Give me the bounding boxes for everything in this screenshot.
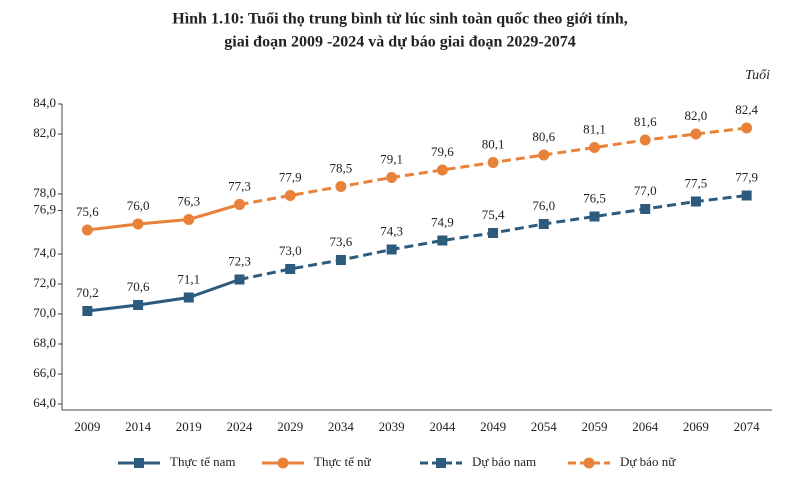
data-point [183, 214, 195, 225]
data-point [234, 274, 245, 285]
data-point [386, 172, 398, 183]
data-point [639, 134, 651, 146]
y-tick-label: 66,0 [33, 365, 56, 380]
legend-label: Thực tế nam [170, 454, 236, 469]
x-tick-label: 2049 [480, 419, 506, 434]
data-point [132, 218, 144, 230]
x-tick-label: 2009 [74, 419, 100, 434]
data-label: 81,1 [583, 121, 606, 136]
legend-marker [134, 458, 144, 468]
x-tick-label: 2059 [582, 419, 608, 434]
data-label: 80,6 [532, 129, 555, 144]
data-label: 70,2 [76, 285, 99, 300]
y-tick-label: 72,0 [33, 275, 56, 290]
data-point [386, 244, 397, 255]
data-point [538, 149, 550, 161]
data-point [741, 190, 752, 201]
y-tick-label: 78,0 [33, 185, 56, 200]
data-point [436, 164, 448, 176]
data-point [487, 157, 499, 168]
data-label: 77,9 [735, 169, 758, 184]
x-tick-label: 2039 [379, 419, 405, 434]
data-point [589, 142, 600, 153]
data-point [183, 292, 194, 303]
legend-marker [436, 458, 446, 468]
data-label: 82,0 [685, 108, 708, 123]
data-point [488, 228, 499, 238]
data-label: 76,5 [583, 190, 606, 205]
series-line [87, 278, 241, 313]
y-tick-label: 76,9 [33, 201, 56, 216]
data-point [133, 300, 144, 310]
data-label: 72,3 [228, 253, 251, 268]
data-label: 73,6 [330, 234, 353, 249]
data-point [335, 255, 346, 265]
x-tick-label: 2064 [632, 419, 659, 434]
x-tick-label: 2044 [429, 419, 456, 434]
data-point [234, 199, 245, 210]
y-tick-label: 64,0 [33, 395, 56, 410]
data-point [82, 306, 93, 316]
x-tick-label: 2034 [328, 419, 355, 434]
y-tick-label: 74,0 [33, 245, 56, 260]
data-point [690, 128, 702, 140]
data-label: 76,3 [177, 193, 200, 208]
data-point [437, 235, 448, 246]
legend-marker [583, 457, 595, 469]
series-line [87, 203, 240, 232]
legend-label: Thực tế nữ [314, 454, 372, 469]
chart-title: Hình 1.10: Tuổi thọ trung bình từ lúc si… [172, 11, 627, 28]
legend-marker [277, 457, 289, 469]
data-point [690, 196, 701, 207]
data-label: 80,1 [482, 136, 505, 151]
data-label: 76,0 [127, 198, 150, 213]
x-tick-label: 2014 [125, 419, 152, 434]
data-label: 70,6 [127, 279, 150, 294]
data-label: 78,5 [330, 160, 353, 175]
x-tick-label: 2024 [227, 419, 254, 434]
data-label: 79,1 [380, 151, 403, 166]
data-point [640, 204, 651, 214]
legend-label: Dự báo nam [472, 454, 536, 469]
data-point [81, 224, 93, 236]
legend-label: Dự báo nữ [620, 454, 676, 469]
data-label: 75,6 [76, 204, 99, 219]
data-label: 77,0 [634, 183, 657, 198]
x-tick-label: 2029 [277, 419, 303, 434]
y-tick-label: 70,0 [33, 305, 56, 320]
data-label: 77,9 [279, 169, 302, 184]
data-label: 79,6 [431, 144, 454, 159]
data-label: 76,0 [532, 198, 555, 213]
data-point [284, 190, 296, 201]
data-point [335, 181, 347, 192]
x-tick-label: 2069 [683, 419, 709, 434]
data-label: 74,9 [431, 214, 454, 229]
y-axis-label: Tuổi [745, 68, 770, 83]
x-tick-label: 2019 [176, 419, 202, 434]
y-tick-label: 82,0 [33, 125, 56, 140]
x-tick-label: 2054 [531, 419, 558, 434]
y-tick-label: 84,0 [33, 95, 56, 110]
data-point [741, 122, 753, 134]
data-label: 77,3 [228, 178, 251, 193]
data-label: 77,5 [685, 175, 708, 190]
data-label: 74,3 [380, 223, 403, 238]
data-label: 73,0 [279, 243, 302, 258]
x-tick-label: 2074 [734, 419, 761, 434]
data-point [589, 211, 600, 222]
data-label: 82,4 [735, 102, 758, 117]
data-label: 81,6 [634, 114, 657, 129]
data-point [538, 219, 549, 229]
data-label: 71,1 [177, 271, 200, 286]
data-point [285, 264, 296, 274]
y-tick-label: 68,0 [33, 335, 56, 350]
data-label: 75,4 [482, 207, 505, 222]
chart-title: giai đoạn 2009 -2024 và dự báo giai đoạn… [224, 34, 575, 51]
